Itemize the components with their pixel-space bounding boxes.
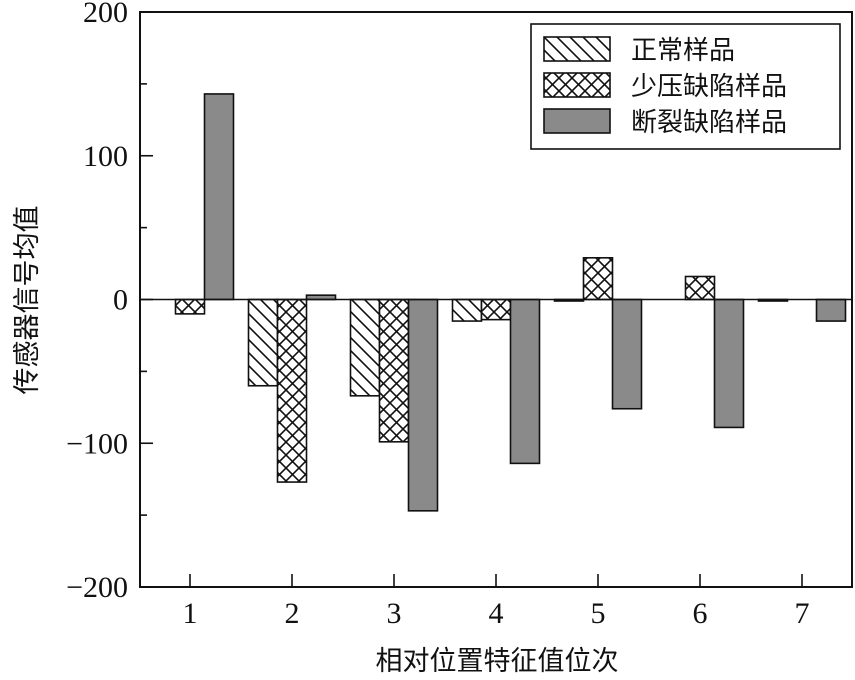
y-tick-label: 0 [113, 284, 128, 317]
x-axis-title: 相对位置特征值位次 [376, 646, 619, 677]
y-tick-label: 200 [83, 0, 128, 29]
axes: −200 −100 0 100 200 1 2 3 4 5 6 7 [66, 0, 853, 630]
y-tick-label: −100 [66, 427, 128, 460]
y-tick-label: 100 [83, 140, 128, 173]
legend-swatch [543, 72, 611, 98]
x-tick-label: 5 [591, 597, 606, 630]
bar [582, 257, 614, 301]
bar [509, 298, 541, 465]
bar [349, 298, 381, 397]
x-tick-label: 3 [387, 597, 402, 630]
legend-swatch [543, 108, 611, 134]
bar [174, 298, 206, 315]
bar [276, 298, 308, 483]
bar [407, 298, 439, 512]
legend-label: 断裂缺陷样品 [631, 108, 787, 138]
bar [480, 298, 512, 321]
x-tick-label: 6 [693, 597, 708, 630]
bar [611, 298, 643, 410]
bar [378, 298, 410, 443]
bar [203, 93, 235, 301]
y-axis-title: 传感器信号均值 [12, 206, 43, 395]
x-tick-label: 1 [183, 597, 198, 630]
x-tick-label: 4 [489, 597, 504, 630]
bar [247, 298, 279, 387]
legend-label: 少压缺陷样品 [631, 72, 787, 102]
x-tick-label: 7 [795, 597, 810, 630]
bar [451, 298, 483, 322]
legend-label: 正常样品 [631, 36, 735, 66]
x-tick-label: 2 [285, 597, 300, 630]
legend-swatch [543, 36, 611, 62]
y-tick-label: −200 [66, 571, 128, 604]
bar [815, 298, 847, 322]
plot-area [174, 93, 847, 512]
bar [684, 275, 716, 301]
bar [713, 298, 745, 429]
